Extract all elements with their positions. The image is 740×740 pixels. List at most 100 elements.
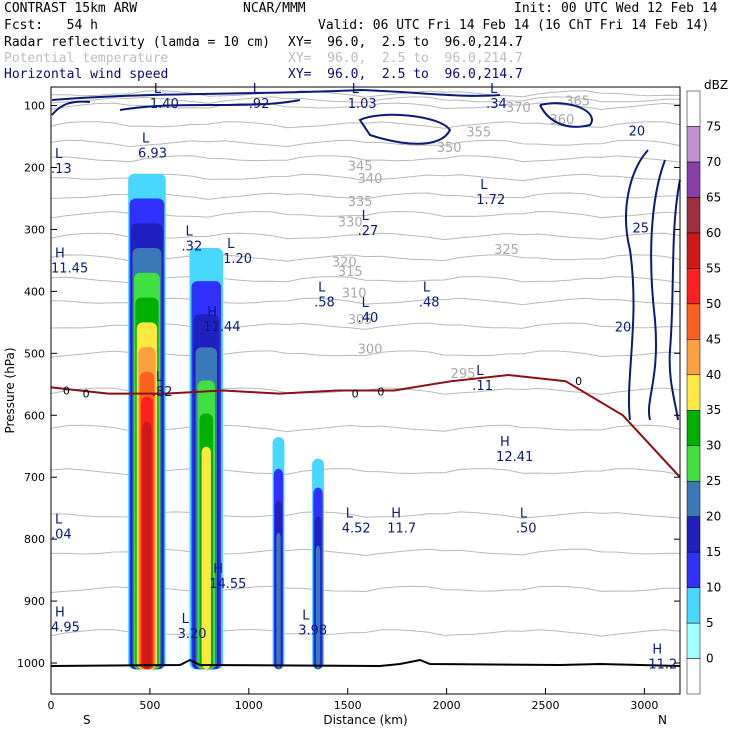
colorbar-tick-label: 40 [706,368,721,382]
theta-label: 345 [348,160,373,175]
extremum-value: 11.45 [51,261,88,276]
colorbar-tick-label: 65 [706,190,721,204]
terrain-line [50,658,681,668]
colorbar-segment [686,658,701,695]
colorbar-tick-label: 15 [706,545,721,559]
colorbar-segment [686,622,701,659]
extremum-value: 14.55 [209,577,246,592]
extremum-marker: L [362,296,370,311]
colorbar-tick-label: 50 [706,297,721,311]
extremum-marker: L [302,609,310,624]
field3-name: Horizontal wind speed [4,67,169,82]
y-tick-label: 600 [24,409,45,422]
wind-contour-5 [648,159,666,421]
colorbar-tick-label: 75 [706,119,721,133]
extremum-marker: H [55,606,65,621]
extremum-marker: H [500,435,510,450]
freezing-level-line [50,373,681,478]
extremum-marker: H [213,562,223,577]
south-label: S [83,713,91,727]
extremum-marker: L [182,612,190,627]
wind-contour-2 [358,113,452,145]
extremum-marker: L [154,82,162,97]
colorbar-tick-label: 55 [706,261,721,275]
colorbar-tick-label: 60 [706,226,721,240]
extremum-marker: L [352,82,360,97]
reflectivity-cell-0-55dbz [142,421,152,670]
y-tick-label: 1000 [17,657,45,670]
extremum-value: 4.52 [342,521,371,536]
extremum-value: .58 [314,295,335,310]
x-tick-label: 3000 [630,699,658,712]
extremum-value: .13 [51,162,72,177]
extremum-marker: L [346,506,354,521]
extremum-marker: L [362,209,370,224]
extremum-value: 1.20 [223,252,252,267]
extremum-value: .50 [516,521,537,536]
extremum-value: 1.72 [476,193,505,208]
extremum-value: 11.2 [648,658,677,673]
wind-contour-label: 20 [629,124,646,139]
colorbar-tick-label: 30 [706,439,721,453]
extremum-marker: L [318,280,326,295]
y-tick-label: 700 [24,471,45,484]
colorbar-segment [686,197,701,234]
colorbar-segment [686,480,701,517]
colorbar-segment [686,303,701,340]
extremum-value: 1.40 [150,97,179,112]
extremum-marker: L [480,178,488,193]
colorbar-unit: dBZ [704,78,728,92]
extremum-marker: L [423,280,431,295]
theta-label: 305 [348,313,373,328]
x-tick-label: 1000 [235,699,263,712]
wind-contour-3 [539,102,593,128]
x-tick-label: 2000 [433,699,461,712]
forecast-hour: Fcst: 54 h [4,18,98,33]
extremum-marker: L [55,513,63,528]
field3-xy: XY= 96.0, 2.5 to 96.0,214.7 [288,67,523,82]
extremum-value: 6.93 [138,147,167,162]
colorbar-segment [686,374,701,411]
theta-label: 320 [332,256,357,271]
y-tick-label: 500 [24,347,45,360]
field2-xy: XY= 96.0, 2.5 to 96.0,214.7 [288,51,523,66]
y-tick-label: 800 [24,533,45,546]
extremum-value: .48 [419,295,440,310]
theta-label: 340 [358,172,383,187]
theta-label: 355 [466,126,491,141]
freezing-level-label: 0 [83,388,90,401]
extremum-marker: H [207,305,217,320]
colorbar-tick-label: 0 [706,652,714,666]
wind-contour-0 [51,88,501,101]
colorbar-segment [686,268,701,305]
x-axis-label: Distance (km) [323,713,407,727]
reflectivity-cell-3-20dbz [315,545,321,670]
reflectivity-cell-1-35dbz [201,446,211,670]
chart-title: CONTRAST 15km ARW [4,1,138,16]
y-tick-label: 900 [24,595,45,608]
colorbar-tick-label: 45 [706,332,721,346]
y-tick-label: 400 [24,285,45,298]
reflectivity-cell-2-20dbz [276,532,281,670]
extremum-marker: L [490,82,498,97]
extremum-marker: L [520,506,528,521]
extremum-value: .04 [51,528,72,543]
colorbar-tick-label: 5 [706,616,714,630]
extremum-value: 11.44 [203,320,240,335]
freezing-level-label: 0 [377,386,384,399]
theta-label: 350 [437,141,462,156]
y-axis-label: Pressure (hPa) [3,347,17,433]
extremum-marker: L [186,225,194,240]
theta-label: 365 [565,95,590,110]
extremum-marker: H [55,246,65,261]
colorbar-segment [686,90,701,127]
extremum-value: .11 [472,379,493,394]
colorbar-segment [686,339,701,376]
colorbar-segment [686,232,701,269]
extremum-marker: L [227,237,235,252]
theta-label: 335 [348,195,373,210]
y-tick-label: 200 [24,162,45,175]
colorbar-segment [686,587,701,624]
x-tick-label: 2500 [531,699,559,712]
